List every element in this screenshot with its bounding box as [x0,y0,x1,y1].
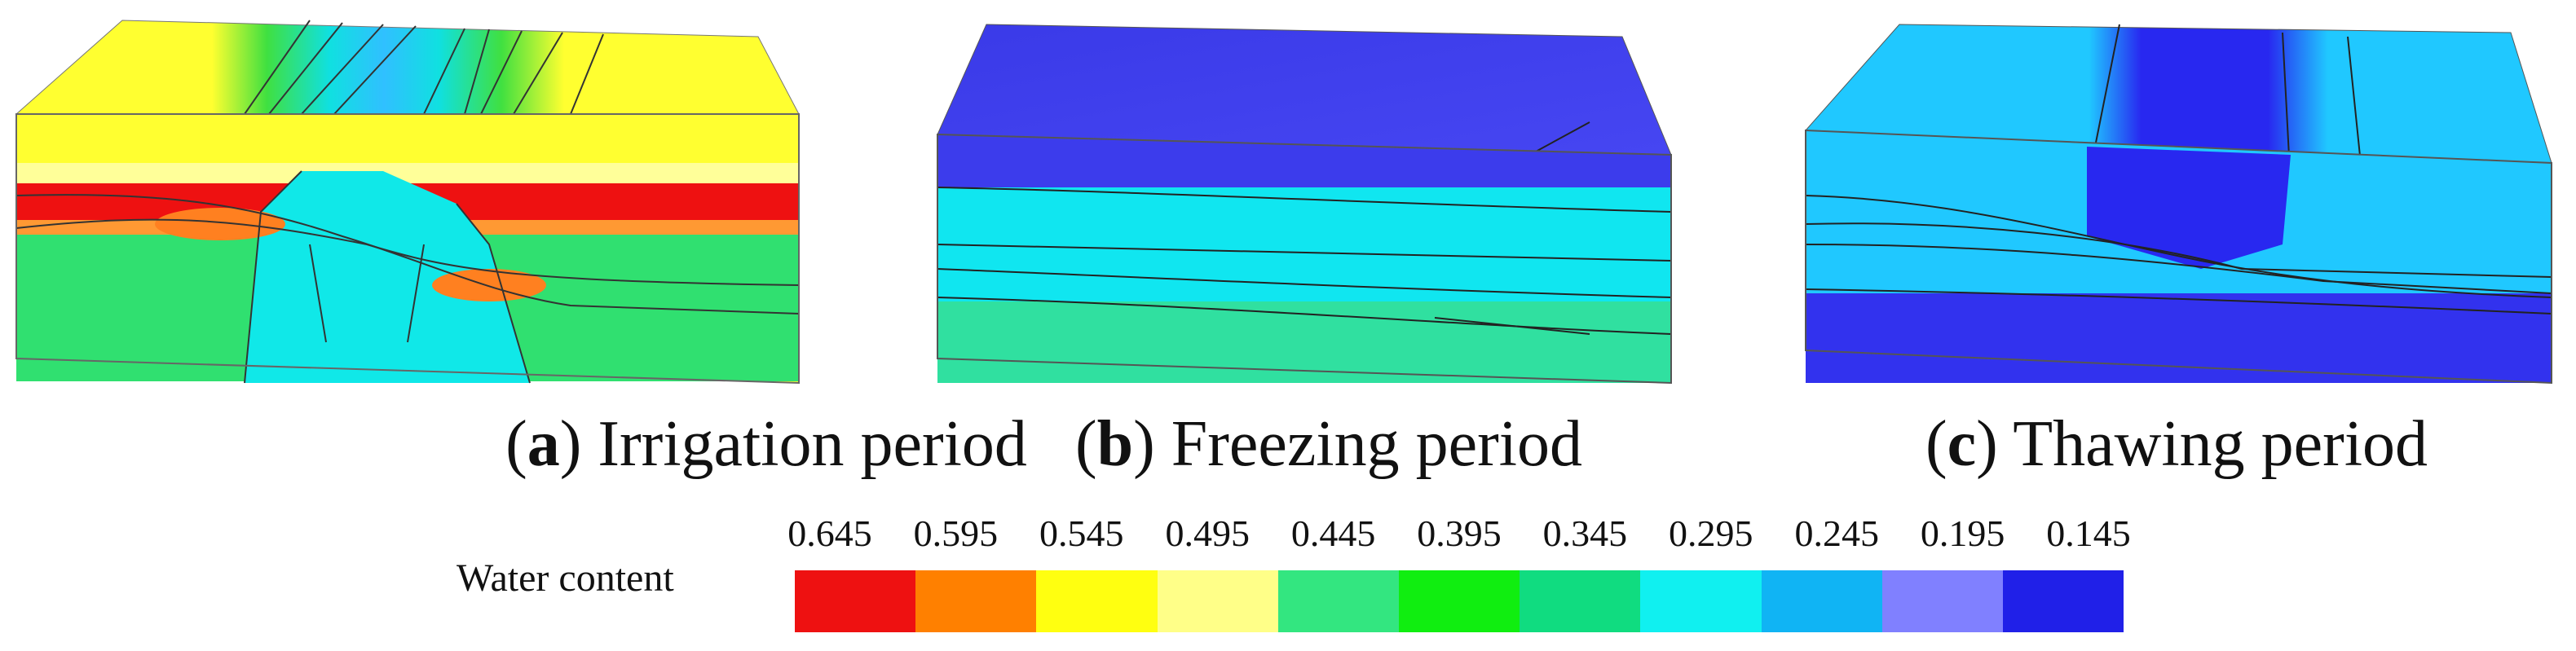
legend-tick-labels: 0.645 0.595 0.545 0.495 0.445 0.395 0.345 0.295… [787,509,2131,558]
legend-swatch [1881,570,2003,632]
block-c-center-zone [2087,147,2291,269]
legend-swatch [1277,570,1399,632]
legend-swatch [1640,570,1762,632]
soil-block-diagrams [15,20,2552,385]
block-c-front-contours [1805,195,2552,315]
block-thawing [1804,24,2552,385]
legend-swatch [1036,570,1158,632]
legend-tick-label: 0.545 [1039,512,1124,554]
caption-irrigation: (a) Irrigation period [505,408,1027,480]
legend-tick-label: 0.295 [1669,512,1753,554]
legend-tick-label: 0.645 [787,512,872,554]
legend-color-bar [795,570,2124,632]
legend-tick-label: 0.145 [2046,512,2131,554]
legend-title: Water content [457,556,674,600]
block-a-layer-pale [16,163,799,183]
block-a-center-zone [245,171,530,383]
legend-tick-label: 0.495 [1165,512,1250,554]
legend-swatch [795,570,916,632]
legend-swatch [2002,570,2124,632]
block-b-front-contours [937,187,1672,335]
block-b-layer-teal [937,301,1671,383]
block-irrigation [15,20,800,385]
block-b-edge [937,133,1672,385]
legend-swatch [1761,570,1882,632]
block-a-front-contours [15,170,800,384]
legend-tick-label: 0.345 [1542,512,1628,554]
legend-tick-label: 0.595 [913,512,999,554]
block-b-top [937,24,1672,156]
block-a-top-contours [244,20,604,115]
block-freezing [937,24,1672,385]
block-b-layer-cyan [937,187,1671,301]
legend-swatch [915,570,1037,632]
caption-freezing: (b) Freezing period [1074,408,1583,480]
block-a-hotspot-left [155,208,285,240]
legend-tick-label: 0.195 [1920,512,2005,554]
legend-tick-label: 0.395 [1417,512,1502,554]
legend-tick-label: 0.445 [1290,512,1376,554]
legend-tick-label: 0.245 [1794,512,1879,554]
caption-thawing: (c) Thawing period [1925,408,2428,480]
legend-swatch [1398,570,1520,632]
legend-swatch [1520,570,1641,632]
block-c-layer-deep [1806,293,2552,383]
block-c-edge [1805,129,2552,385]
legend-swatch [1157,570,1278,632]
block-a-edge [15,113,800,385]
